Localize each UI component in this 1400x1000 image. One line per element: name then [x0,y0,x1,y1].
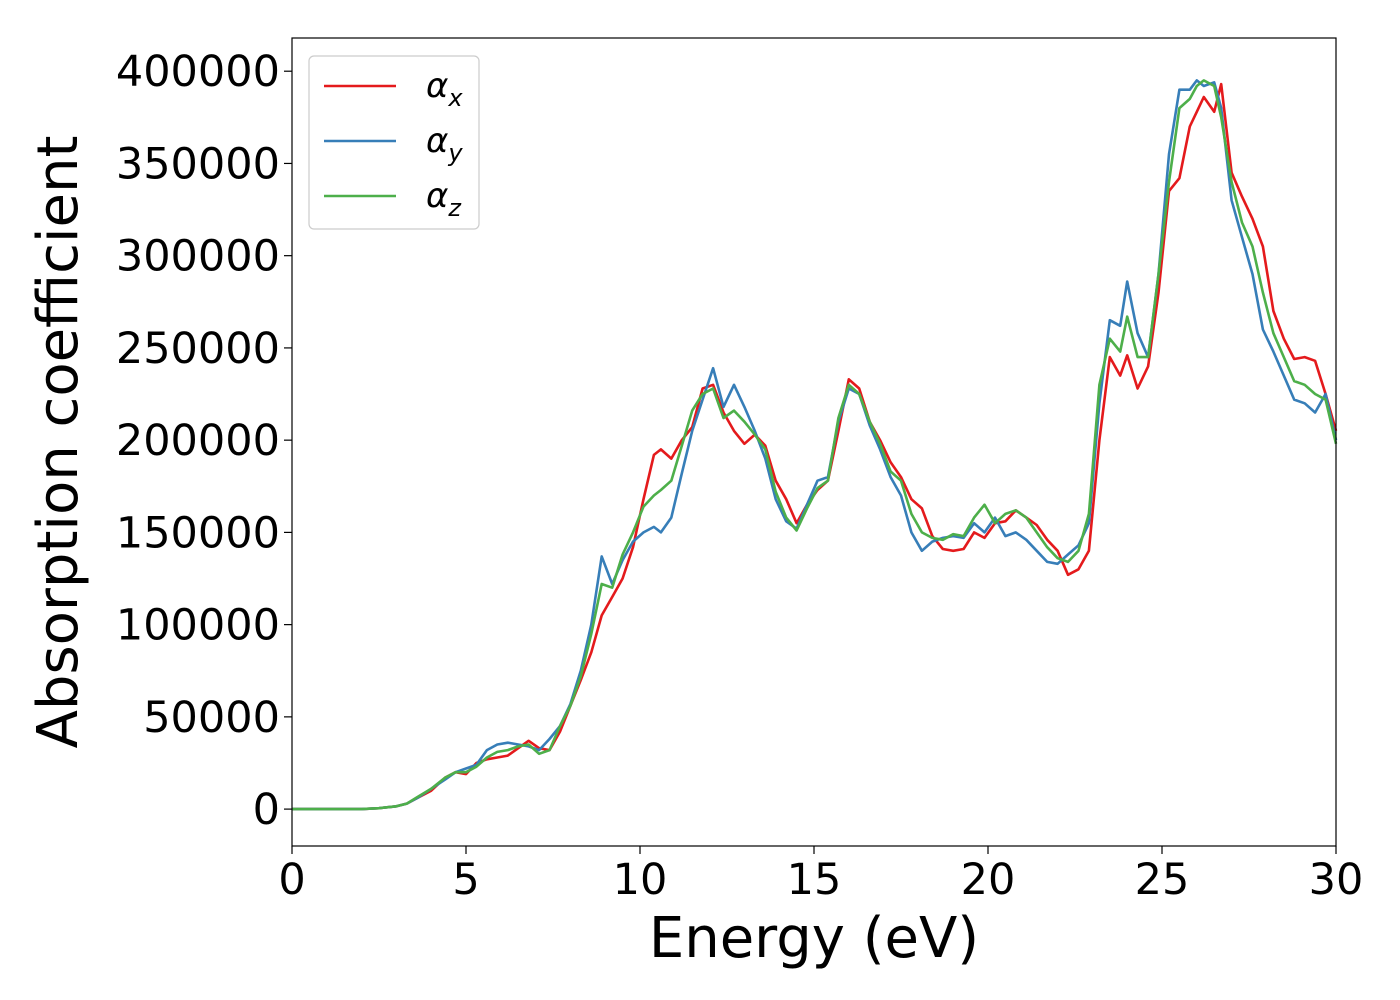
x-axis-title: Energy (eV) [649,906,979,971]
y-tick-label: 350000 [116,139,280,189]
x-tick-label: 25 [1135,855,1190,905]
y-tick-label: 150000 [116,508,280,558]
x-tick-label: 15 [787,855,842,905]
series-line-z [292,79,1338,811]
y-tick-label: 50000 [143,693,280,743]
y-axis-ticks: 0 50000 100000 150000 200000 250000 300000 3500… [116,47,292,835]
legend-box [308,55,480,230]
x-tick-label: 30 [1309,855,1364,905]
x-tick-label: 20 [961,855,1016,905]
x-tick-label: 5 [452,855,479,905]
y-tick-label: 0 [253,785,280,835]
y-tick-label: 300000 [116,232,280,282]
series-line-x [292,82,1338,811]
y-axis-title: Absorption coefficient [26,136,91,749]
series-layer [292,79,1338,811]
x-axis-ticks: 0 5 10 15 20 25 30 [278,846,1363,905]
y-tick-label: 400000 [116,47,280,97]
x-tick-label: 10 [613,855,668,905]
y-tick-label: 100000 [116,601,280,651]
y-tick-label: 250000 [116,324,280,374]
y-tick-label: 200000 [116,416,280,466]
x-tick-label: 0 [278,855,305,905]
